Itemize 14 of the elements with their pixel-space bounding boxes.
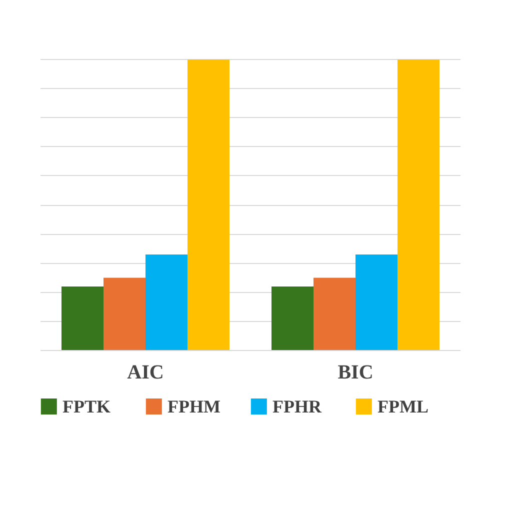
- bar: [398, 60, 440, 350]
- legend-label: FPTK: [62, 396, 111, 416]
- bar: [314, 278, 356, 350]
- bar: [62, 286, 104, 350]
- bar: [188, 60, 230, 350]
- legend-label: FPML: [378, 396, 429, 416]
- bar: [104, 278, 146, 350]
- x-tick-label: BIC: [338, 362, 374, 384]
- bar: [272, 286, 314, 350]
- legend-label: FPHM: [168, 396, 221, 416]
- bar: [356, 254, 398, 350]
- x-tick-label: AIC: [127, 362, 164, 384]
- bar: [146, 254, 188, 350]
- legend-label: FPHR: [272, 396, 323, 416]
